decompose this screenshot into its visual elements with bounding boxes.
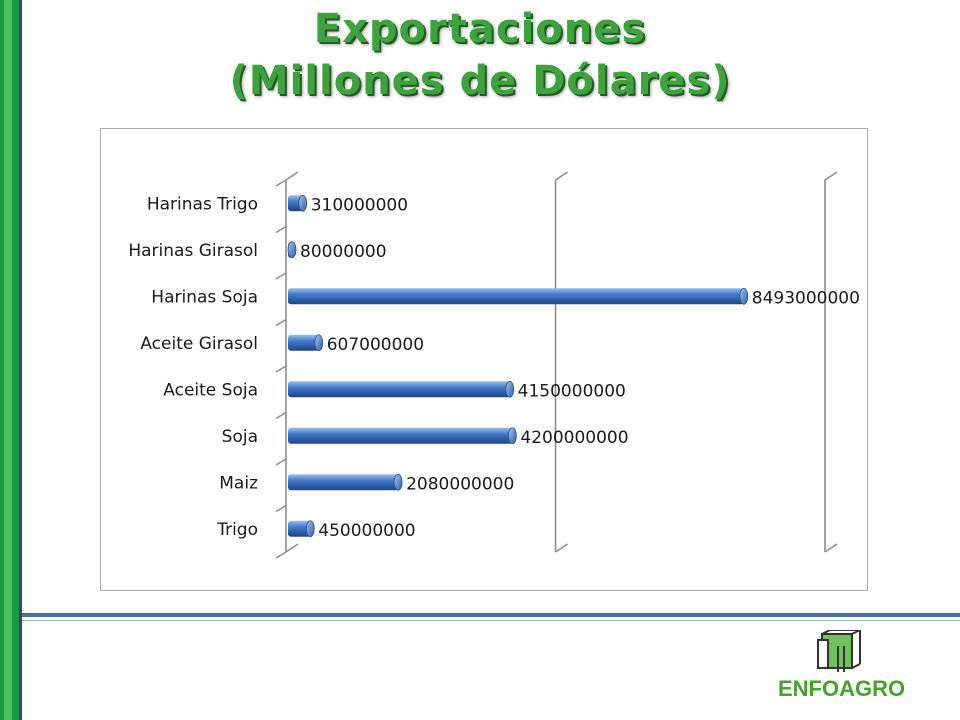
data-label: 607000000 (327, 335, 424, 355)
gridline (285, 171, 299, 552)
bar-chart: Harinas Trigo 310000000 Harinas Girasol 800… (128, 171, 860, 559)
axis-tick (275, 504, 287, 513)
bar-cap (305, 520, 315, 538)
gridline-floor (824, 543, 838, 553)
category-label: Trigo (216, 520, 258, 540)
bar (288, 520, 311, 537)
category-label: Soja (222, 427, 258, 447)
enfoagro-logo-icon (817, 630, 861, 672)
axis-tick (275, 365, 287, 373)
bars-layer (287, 194, 749, 538)
bar (288, 381, 510, 398)
axis-tick (275, 225, 287, 234)
data-label: 4150000000 (518, 381, 626, 401)
data-label: 310000000 (311, 195, 408, 215)
bar (288, 474, 399, 491)
data-label: 450000000 (318, 521, 415, 541)
bar-cap (393, 473, 403, 491)
bar (288, 288, 744, 305)
bar (288, 334, 319, 351)
data-label: 8493000000 (752, 288, 860, 308)
labels-layer: Harinas Trigo 310000000 Harinas Girasol 800… (128, 194, 860, 541)
gridline (554, 171, 568, 552)
axis-tick (275, 318, 287, 327)
axis-tick (275, 272, 287, 280)
axis-tick (275, 411, 287, 420)
bar-cap (507, 427, 517, 445)
chart-frame (100, 128, 868, 591)
category-label: Aceite Girasol (140, 334, 258, 354)
footer-divider (22, 613, 960, 617)
axis-tick (275, 458, 287, 466)
bar-cap (287, 241, 297, 259)
category-label: Maiz (219, 473, 258, 493)
slide-title-line2: (Millones de Dólares) (229, 58, 731, 104)
grid-layer (275, 171, 838, 559)
left-accent-bar (0, 0, 22, 720)
category-label: Harinas Girasol (128, 241, 258, 261)
slide-title-line1: Exportaciones (313, 6, 647, 52)
bar (288, 427, 513, 444)
category-label: Harinas Trigo (147, 194, 258, 214)
data-label: 4200000000 (520, 428, 628, 448)
data-label: 2080000000 (406, 474, 514, 494)
gridline (824, 171, 838, 552)
bar-cap (298, 194, 308, 212)
gridline-floor (555, 543, 568, 553)
data-label: 80000000 (300, 242, 387, 262)
gridline-floor (285, 543, 299, 553)
enfoagro-logo-text: ENFOAGRO (778, 676, 906, 701)
footer-divider-thin (22, 620, 960, 621)
category-label: Aceite Soja (163, 380, 258, 400)
left-accent-bar-inner (4, 0, 12, 720)
category-label: Harinas Soja (151, 287, 258, 307)
bar-cap (505, 380, 515, 398)
axis-tick (275, 179, 287, 187)
bar-cap (314, 334, 324, 352)
bar-cap (739, 287, 749, 305)
axis-tick (275, 551, 287, 559)
